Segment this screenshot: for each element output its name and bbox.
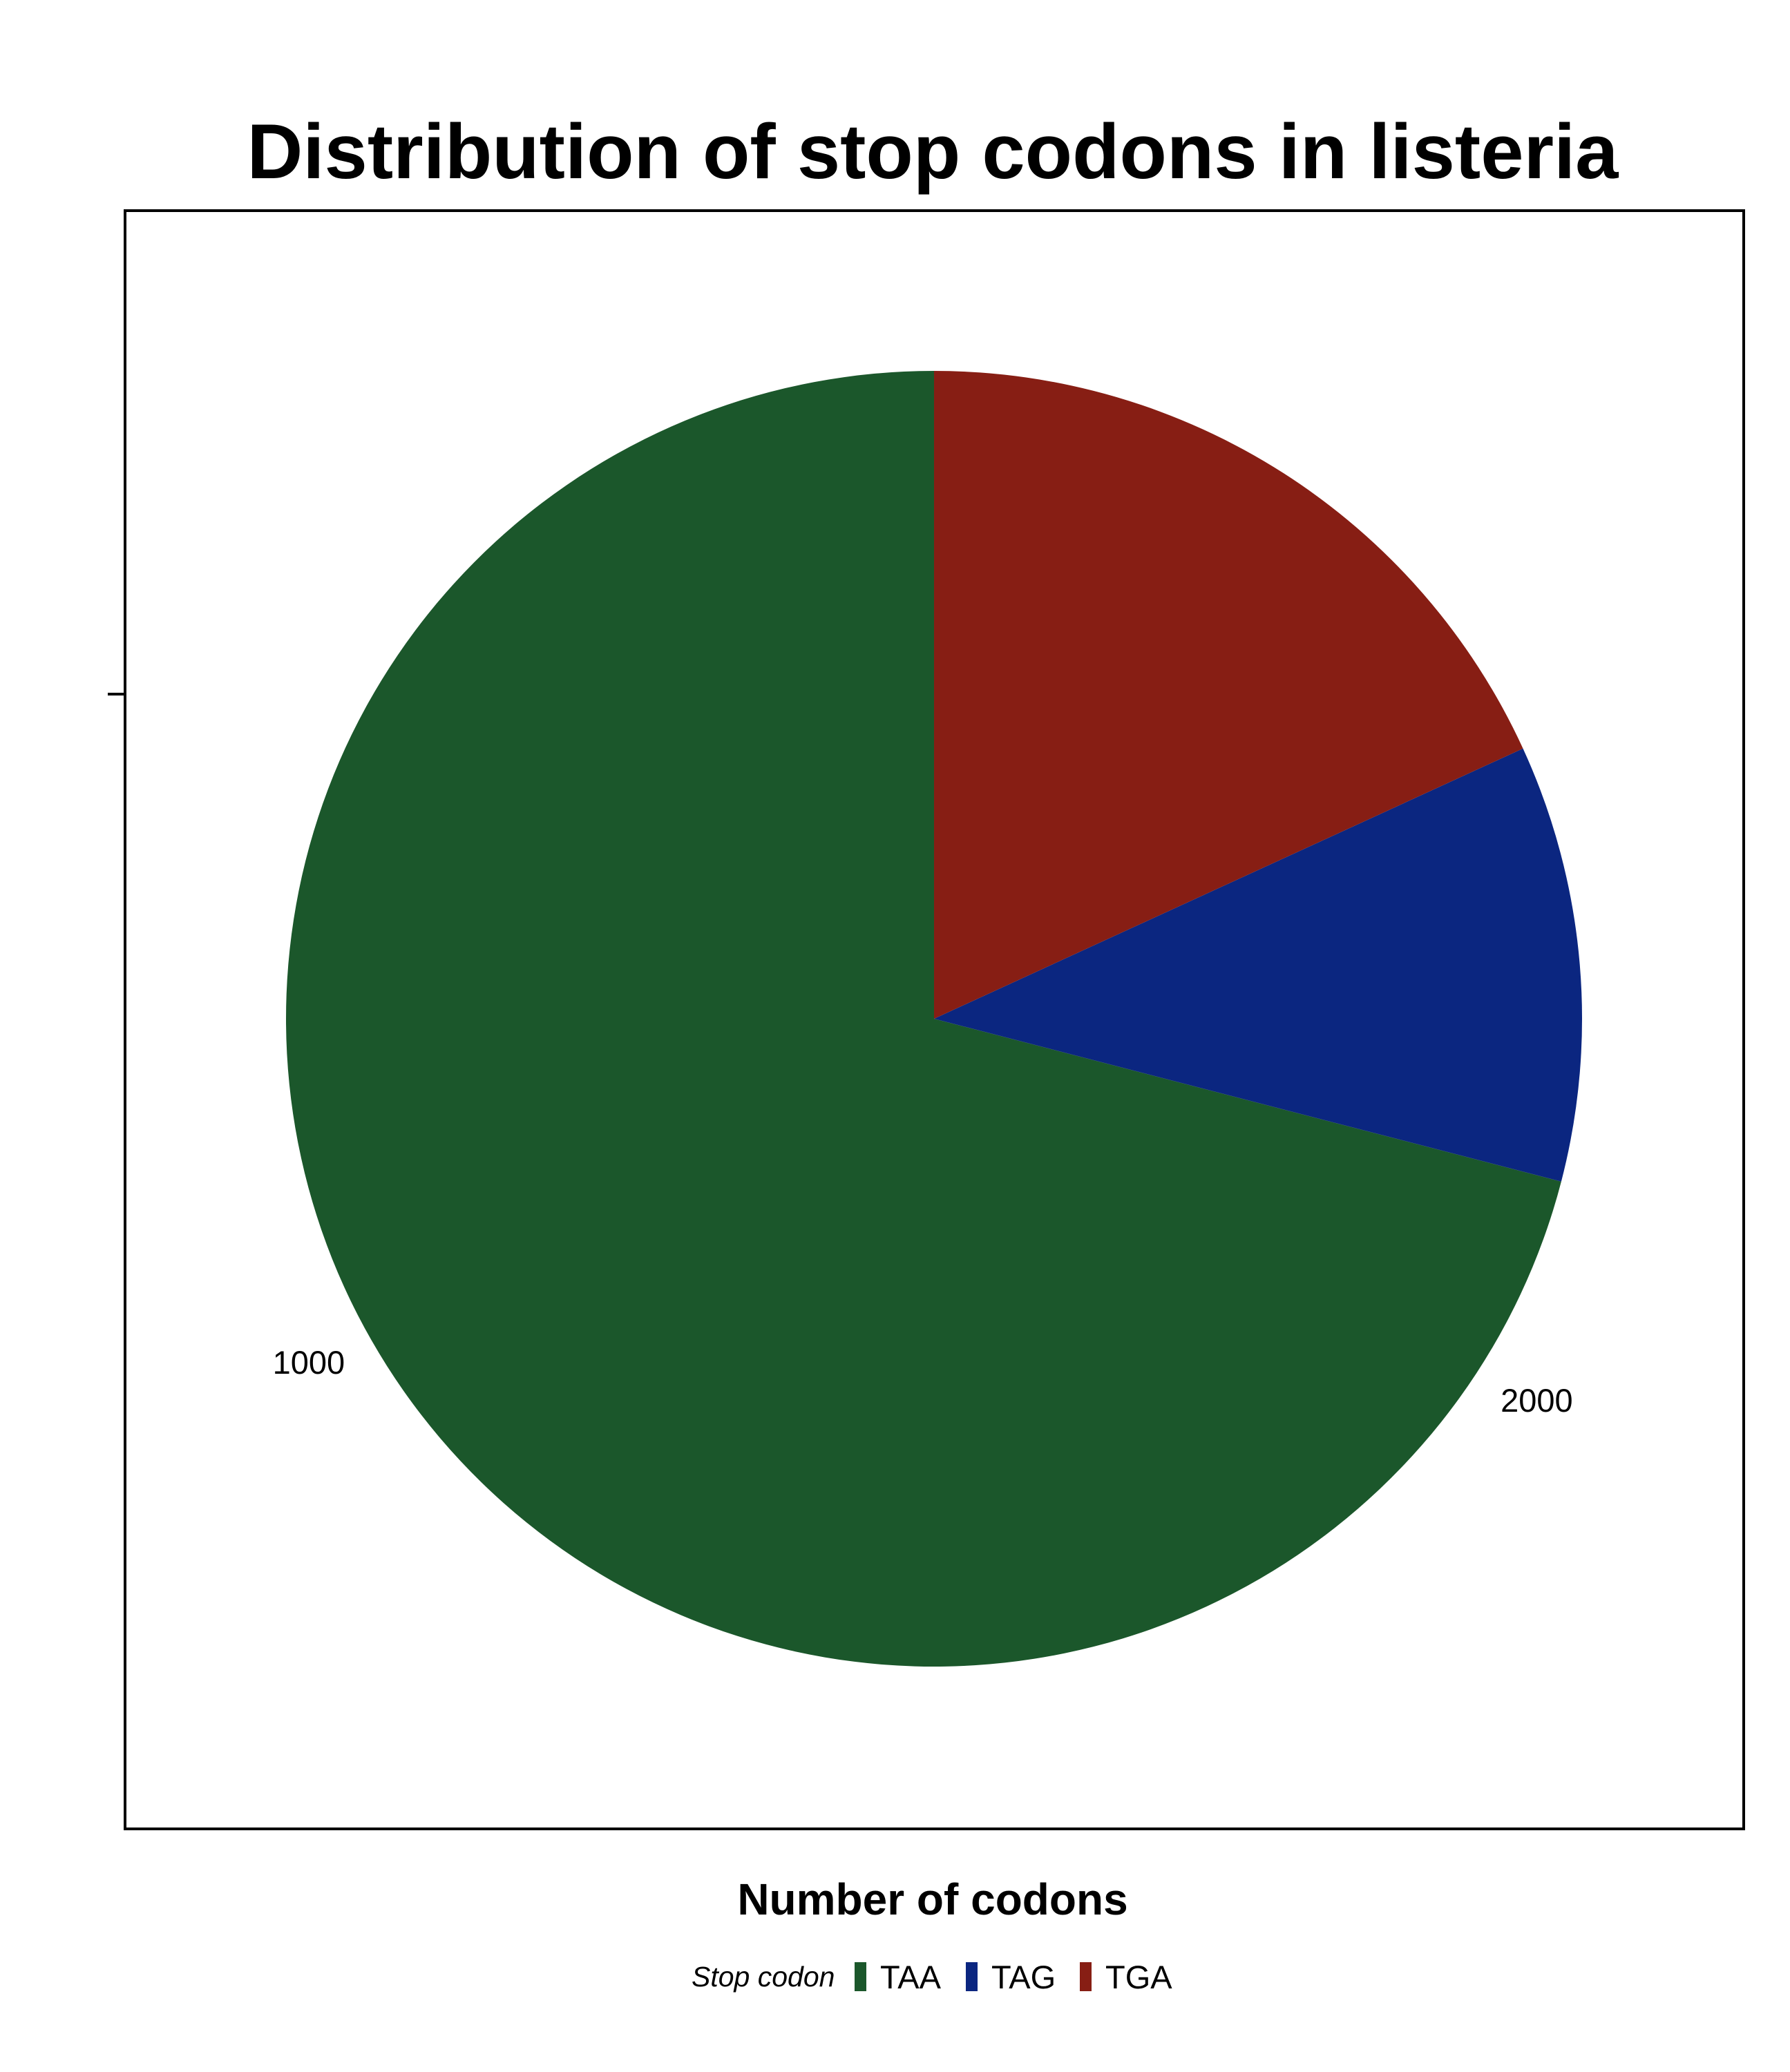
legend-key-tag — [966, 1962, 978, 1991]
pie-slice-tga — [934, 371, 1523, 1019]
plot-panel-border — [124, 209, 1745, 1830]
chart-title: Distribution of stop codons in listeria — [247, 108, 1619, 195]
pie-slice-taa — [286, 371, 1561, 1667]
x-axis-label: Number of codons — [737, 1874, 1127, 1924]
legend-label-taa: TAA — [880, 1959, 942, 1995]
pie-slice-tag — [934, 748, 1583, 1182]
legend-label-tag: TAG — [991, 1959, 1056, 1995]
legend-label-tga: TGA — [1105, 1959, 1172, 1995]
legend-key-tga — [1080, 1962, 1092, 1991]
pie-slices — [286, 371, 1583, 1667]
legend-key-taa — [855, 1962, 866, 1991]
radial-tick-label: 1000 — [273, 1344, 345, 1381]
legend: Stop codon TAA TAG TGA — [692, 1959, 1172, 1995]
legend-items: TAA TAG TGA — [855, 1959, 1172, 1995]
legend-title: Stop codon — [692, 1961, 835, 1993]
radial-tick-label: 2000 — [1501, 1382, 1573, 1419]
radial-tick-labels: 1000 2000 — [273, 1344, 1573, 1419]
